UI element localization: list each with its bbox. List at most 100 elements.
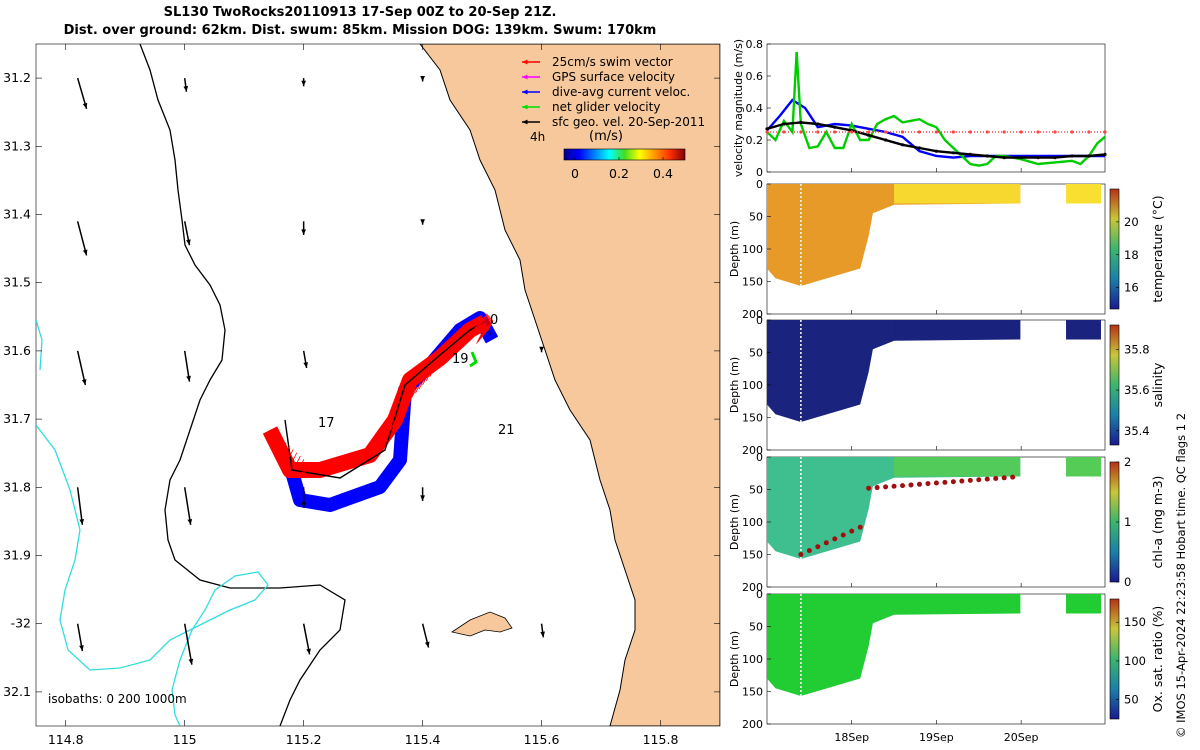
swim-vector xyxy=(273,436,280,447)
cbar-tick-label: 150 xyxy=(1124,615,1146,629)
chl-max-point xyxy=(976,477,982,483)
chl-max-point xyxy=(916,481,922,487)
chl-max-point xyxy=(908,482,914,488)
series-point xyxy=(968,130,972,134)
swim-vector xyxy=(476,319,483,330)
sfc-vector-shaft xyxy=(76,221,88,256)
section-colorbar xyxy=(1109,598,1120,720)
y-tick-label: 31.2 xyxy=(3,70,31,85)
sfc-vector-head xyxy=(186,239,191,246)
chl-max-point xyxy=(849,528,855,534)
cbar-tick-label: 2 xyxy=(1124,455,1131,469)
depth-tick-label: 200 xyxy=(742,308,763,321)
section-colorbar xyxy=(1109,324,1120,446)
cbar-tick-label: 1 xyxy=(1124,515,1131,529)
series-point xyxy=(1053,130,1057,134)
swim-vector xyxy=(277,439,283,450)
section-fill-east xyxy=(894,184,1021,204)
series-point xyxy=(951,130,955,134)
cbar-tick-label: 35.4 xyxy=(1124,424,1150,438)
series-point xyxy=(968,152,972,156)
chl-max-point xyxy=(806,548,812,554)
sfc-vector xyxy=(420,219,425,225)
sfc-vector-head xyxy=(301,229,306,235)
legend-arrow-head xyxy=(522,59,528,65)
sfc-geo-vectors xyxy=(76,75,545,665)
sfc-vector xyxy=(183,221,191,246)
sfc-vector xyxy=(421,623,430,648)
sfc-vector xyxy=(76,77,88,109)
sfc-vector xyxy=(183,350,191,382)
colorbar-label: chl-a (mg m-3) xyxy=(1150,476,1165,569)
series-point xyxy=(1036,130,1040,134)
rottnest-island xyxy=(450,611,513,637)
velocity-y-tick-label: 0.6 xyxy=(746,70,764,83)
swim-vector xyxy=(448,348,455,359)
glider-track-swim xyxy=(262,314,489,478)
swim-vector xyxy=(314,461,321,473)
colorbar-label: Ox. sat. ratio (%) xyxy=(1150,606,1165,713)
sfc-vector-head xyxy=(79,519,85,525)
swim-vector xyxy=(291,452,298,463)
sfc-vector xyxy=(302,623,311,655)
series-point xyxy=(833,125,837,129)
annotation-21: 21 xyxy=(498,423,515,438)
section-colorbar xyxy=(1109,188,1120,310)
swim-vector xyxy=(302,462,308,473)
chl-max-point xyxy=(925,481,931,487)
y-tick-label: 31.5 xyxy=(3,275,31,290)
sfc-vector-head xyxy=(540,631,545,638)
swim-vector xyxy=(484,323,491,334)
chl-max-point xyxy=(967,477,973,483)
swim-vector xyxy=(331,459,338,470)
swim-vector xyxy=(418,378,425,390)
sfc-vector-head xyxy=(186,375,191,382)
isobath-note: isobaths: 0 200 1000m xyxy=(48,692,187,706)
x-tick-label: 115.8 xyxy=(643,732,679,747)
sfc-vector-head xyxy=(183,85,189,92)
series-point xyxy=(1070,130,1074,134)
chl-max-point xyxy=(1010,474,1016,480)
section-fill-late xyxy=(1066,184,1101,204)
land-mass xyxy=(419,44,720,726)
sfc-vector-head xyxy=(82,249,88,256)
cbar-tick-label: 35.6 xyxy=(1124,383,1150,397)
depth-tick-label: 100 xyxy=(742,516,763,529)
swim-vector xyxy=(459,338,465,349)
legend-arrow xyxy=(522,89,540,95)
depth-tick-label: 0 xyxy=(756,588,763,601)
sfc-vector-head xyxy=(539,346,544,353)
swim-vector xyxy=(298,459,305,470)
swim-vector xyxy=(415,383,421,394)
swim-vector xyxy=(404,395,411,406)
series-point xyxy=(1087,130,1091,134)
legend-label: GPS surface velocity xyxy=(552,70,675,84)
swim-vector xyxy=(350,456,357,468)
cbar-tick-label: 18 xyxy=(1124,248,1139,262)
section-fill-late xyxy=(1066,320,1101,340)
series-point xyxy=(782,130,786,134)
time-tick-label: 19Sep xyxy=(919,731,954,744)
legend-arrow-head xyxy=(522,104,528,110)
sfc-vector xyxy=(301,487,306,508)
swim-vector xyxy=(287,449,294,460)
depth-tick-label: 200 xyxy=(742,444,763,457)
series-point xyxy=(867,133,871,137)
section-panel: 0 50 100 150 200 Depth (m) 0 1 2 chl-a (mg m-3) xyxy=(728,451,1165,594)
swim-vector xyxy=(411,387,418,398)
swim-vector xyxy=(326,460,332,471)
series-point xyxy=(934,149,939,153)
legend-label: 25cm/s swim vector xyxy=(552,55,673,69)
sfc-vector-head xyxy=(187,518,193,525)
series-point xyxy=(934,130,939,134)
sfc-vector xyxy=(76,623,84,652)
swim-vector xyxy=(437,357,444,369)
depth-tick-label: 150 xyxy=(742,686,763,699)
swim-vector xyxy=(486,318,492,329)
depth-tick-label: 100 xyxy=(742,379,763,392)
sfc-vector-shaft xyxy=(76,350,87,386)
y-tick-label: 31.7 xyxy=(3,411,31,426)
sfc-vector xyxy=(540,623,545,638)
depth-tick-label: 150 xyxy=(742,549,763,562)
section-fill xyxy=(767,320,1021,423)
